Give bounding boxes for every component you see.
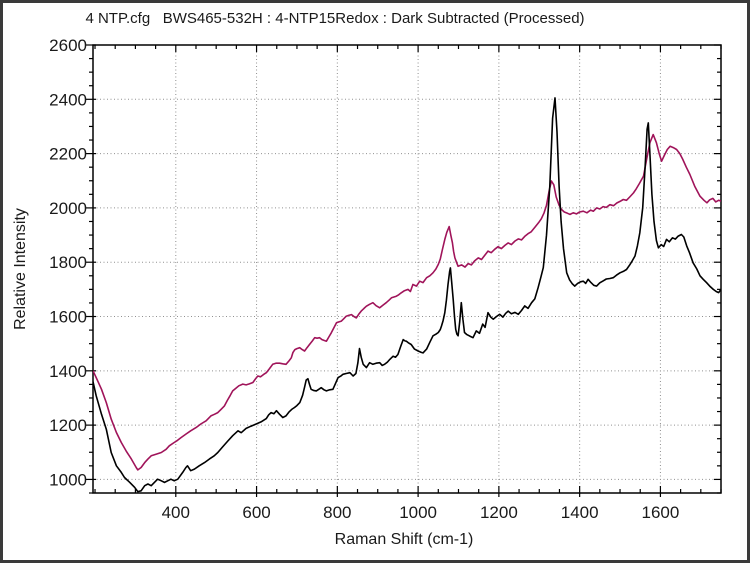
x-axis-title: Raman Shift (cm-1) <box>334 531 474 548</box>
y-tick-label: 1200 <box>49 416 87 435</box>
x-tick-label: 600 <box>242 503 270 522</box>
spectrum-trace-black <box>93 97 721 493</box>
axis-ticks <box>86 44 722 497</box>
y-tick-label: 2000 <box>49 199 87 218</box>
y-tick-label: 1800 <box>49 253 87 272</box>
x-tick-label: 400 <box>162 503 190 522</box>
x-tick-label: 1000 <box>399 503 437 522</box>
gridlines <box>93 45 721 493</box>
spectrum-trace-magenta <box>93 133 721 471</box>
x-tick-label: 800 <box>323 503 351 522</box>
x-tick-label: 1400 <box>561 503 599 522</box>
y-tick-label: 2600 <box>49 36 87 55</box>
y-tick-label: 1400 <box>49 362 87 381</box>
x-tick-label: 1200 <box>480 503 518 522</box>
y-tick-label: 1000 <box>49 470 87 489</box>
y-tick-label: 1600 <box>49 308 87 327</box>
x-tick-label: 1600 <box>642 503 680 522</box>
chart-title: 4 NTP.cfg BWS465-532H : 4-NTP15Redox : D… <box>85 10 585 27</box>
x-tick-labels: 400 600 800 1000 1200 1400 1600 <box>162 503 680 522</box>
y-tick-label: 2200 <box>49 145 87 164</box>
y-tick-labels: 1000 1200 1400 1600 1800 2000 2200 2400 2600 <box>49 36 87 489</box>
plot-frame <box>92 44 722 494</box>
spectrum-plot: 400 600 800 1000 1200 1400 1600 1000 1200 1400 160… <box>49 36 722 522</box>
y-tick-label: 2400 <box>49 90 87 109</box>
